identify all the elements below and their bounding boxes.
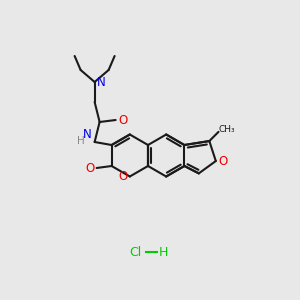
Text: CH₃: CH₃ [218, 125, 235, 134]
Text: O: O [118, 113, 127, 127]
Text: O: O [118, 170, 128, 183]
Text: N: N [97, 76, 106, 88]
Text: H: H [77, 136, 85, 146]
Text: Cl: Cl [129, 245, 141, 259]
Text: O: O [85, 161, 94, 175]
Text: H: H [158, 245, 168, 259]
Text: N: N [83, 128, 92, 142]
Text: O: O [218, 154, 227, 167]
